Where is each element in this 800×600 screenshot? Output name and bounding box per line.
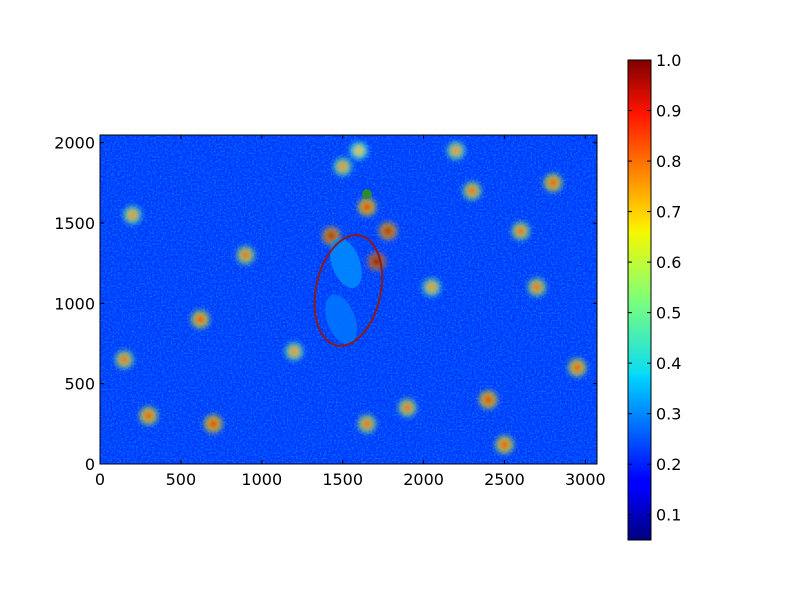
hotspot — [402, 402, 413, 413]
colorbar-tick-label: 0.6 — [656, 253, 681, 272]
y-tick-label: 1500 — [54, 214, 95, 233]
y-axis: 0 500 1000 1500 2000 — [54, 134, 597, 474]
marker-point — [361, 189, 372, 200]
hotspot — [382, 226, 393, 237]
hotspot — [515, 226, 526, 237]
plot-frame — [99, 134, 598, 465]
hotspot — [353, 145, 364, 156]
cool-region — [325, 294, 357, 345]
hotspot — [143, 410, 154, 421]
colorbar-tick-label: 0.7 — [656, 203, 681, 222]
colorbar-tick-label: 0.9 — [656, 102, 681, 121]
hotspot — [531, 282, 542, 293]
x-tick-label: 2000 — [403, 470, 444, 489]
colorbar-gradient — [628, 60, 651, 540]
fitted-ellipse — [313, 234, 384, 347]
y-tick-label: 2000 — [54, 134, 95, 153]
y-tick-label: 1000 — [54, 294, 95, 313]
x-tick-label: 1000 — [241, 470, 282, 489]
x-tick-label: 2500 — [484, 470, 525, 489]
x-axis: 0 500 1000 1500 2000 2500 3000 — [95, 135, 606, 489]
colorbar-tick-label: 0.1 — [656, 506, 681, 525]
hotspot — [127, 210, 138, 221]
colorbar-frame — [627, 59, 652, 541]
hotspot — [195, 314, 206, 325]
colorbar-tick-label: 0.3 — [656, 405, 681, 424]
colorbar-tick-label: 1.0 — [656, 51, 681, 70]
hotspot — [361, 418, 372, 429]
hotspot — [337, 161, 348, 172]
hotspot — [547, 177, 558, 188]
hotspot — [467, 185, 478, 196]
colorbar-tick-label: 0.8 — [656, 152, 681, 171]
heatmap-speckle — [100, 135, 597, 464]
cool-region — [330, 238, 362, 289]
colorbar-tick-label: 0.2 — [656, 455, 681, 474]
x-tick-label: 3000 — [565, 470, 606, 489]
colorbar: 0.1 0.2 0.3 0.4 0.5 0.6 0.7 0.8 0.9 1.0 — [627, 51, 681, 541]
hotspot — [483, 394, 494, 405]
hotspot — [119, 354, 130, 365]
hotspot — [450, 145, 461, 156]
plot-area — [100, 135, 597, 464]
y-tick-label: 500 — [64, 375, 95, 394]
hotspot — [208, 418, 219, 429]
hotspot — [289, 346, 300, 357]
x-tick-label: 0 — [95, 470, 105, 489]
hotspot — [426, 282, 437, 293]
hotspot — [240, 250, 251, 261]
colorbar-tick-label: 0.5 — [656, 304, 681, 323]
cool-region-layer — [325, 238, 362, 345]
hotspot — [361, 201, 372, 212]
colorbar-ticks: 0.1 0.2 0.3 0.4 0.5 0.6 0.7 0.8 0.9 1.0 — [628, 51, 681, 525]
hotspot — [572, 362, 583, 373]
hotspot — [326, 230, 337, 241]
y-tick-label: 0 — [85, 455, 95, 474]
x-tick-label: 500 — [166, 470, 197, 489]
x-tick-label: 1500 — [322, 470, 363, 489]
colorbar-tick-label: 0.4 — [656, 354, 681, 373]
hotspot — [499, 439, 510, 450]
